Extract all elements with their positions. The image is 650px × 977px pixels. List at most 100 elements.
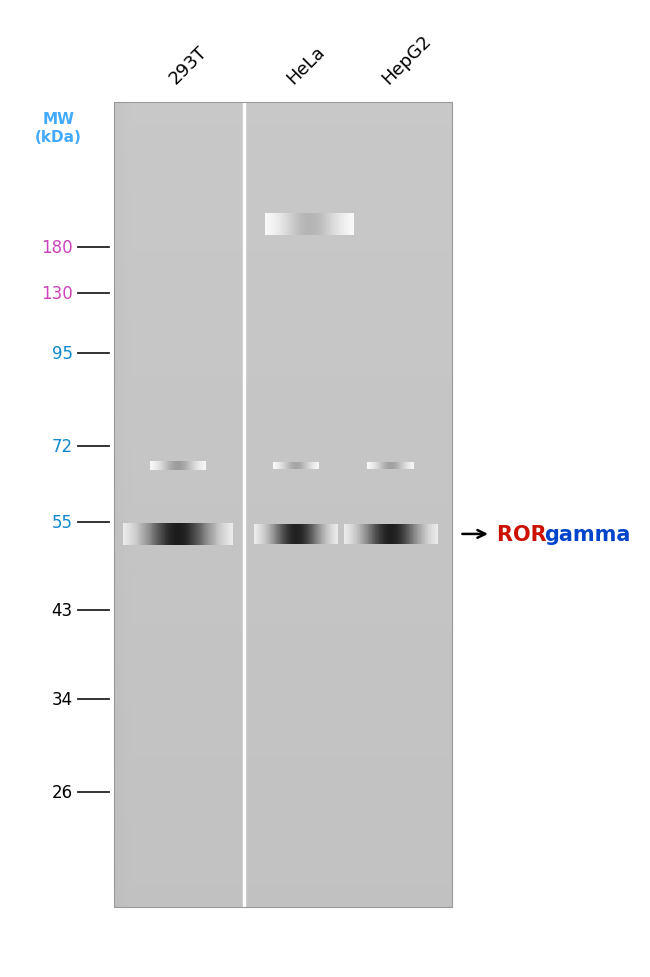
Bar bbox=[177, 523, 179, 545]
Bar bbox=[275, 214, 276, 235]
Bar bbox=[341, 214, 342, 235]
Text: 34: 34 bbox=[52, 690, 73, 708]
Bar bbox=[127, 523, 128, 545]
Bar bbox=[265, 214, 266, 235]
Bar bbox=[417, 524, 418, 544]
Bar bbox=[156, 523, 157, 545]
Bar bbox=[349, 214, 350, 235]
Bar bbox=[436, 524, 437, 544]
Bar bbox=[298, 525, 299, 544]
Bar bbox=[351, 524, 352, 544]
Bar bbox=[180, 523, 181, 545]
Bar bbox=[316, 214, 317, 235]
Bar bbox=[222, 523, 223, 545]
Bar bbox=[323, 525, 324, 544]
Bar bbox=[204, 523, 205, 545]
Bar bbox=[338, 525, 339, 544]
Bar bbox=[388, 524, 389, 544]
Bar bbox=[269, 214, 270, 235]
Bar bbox=[314, 214, 315, 235]
Bar bbox=[345, 214, 346, 235]
Bar bbox=[272, 525, 273, 544]
Bar bbox=[415, 524, 416, 544]
Bar bbox=[297, 214, 298, 235]
Bar bbox=[309, 525, 310, 544]
Bar bbox=[347, 524, 348, 544]
Bar bbox=[275, 525, 276, 544]
Bar bbox=[270, 214, 272, 235]
Bar bbox=[315, 525, 316, 544]
Bar bbox=[153, 523, 154, 545]
Bar bbox=[143, 523, 144, 545]
Bar bbox=[159, 523, 160, 545]
Bar bbox=[268, 214, 269, 235]
Bar bbox=[128, 523, 129, 545]
Bar bbox=[336, 525, 337, 544]
Bar bbox=[310, 214, 311, 235]
Bar bbox=[392, 524, 393, 544]
Bar bbox=[290, 214, 291, 235]
Bar bbox=[301, 214, 302, 235]
Bar bbox=[214, 523, 216, 545]
Bar bbox=[291, 214, 292, 235]
Bar bbox=[403, 524, 404, 544]
Bar bbox=[379, 524, 380, 544]
Bar bbox=[318, 525, 319, 544]
Bar bbox=[169, 523, 170, 545]
Bar bbox=[326, 525, 327, 544]
Bar bbox=[270, 525, 271, 544]
Bar bbox=[255, 525, 256, 544]
Bar bbox=[292, 525, 293, 544]
Bar bbox=[337, 525, 338, 544]
Bar bbox=[399, 524, 400, 544]
Bar bbox=[382, 524, 383, 544]
Bar bbox=[220, 523, 221, 545]
Bar bbox=[333, 525, 334, 544]
Bar bbox=[305, 525, 306, 544]
Bar bbox=[283, 525, 284, 544]
Bar bbox=[292, 214, 293, 235]
Bar bbox=[195, 523, 196, 545]
Bar bbox=[209, 523, 210, 545]
Bar bbox=[426, 524, 427, 544]
Text: 72: 72 bbox=[52, 438, 73, 455]
Bar bbox=[308, 525, 309, 544]
Bar bbox=[272, 214, 273, 235]
Bar bbox=[179, 523, 180, 545]
Bar bbox=[256, 525, 257, 544]
Bar bbox=[385, 524, 387, 544]
Bar bbox=[136, 523, 138, 545]
Bar bbox=[167, 523, 168, 545]
Bar bbox=[261, 525, 262, 544]
Bar bbox=[280, 525, 281, 544]
Bar bbox=[175, 523, 176, 545]
Bar bbox=[435, 524, 436, 544]
Bar bbox=[334, 214, 335, 235]
Bar bbox=[201, 523, 202, 545]
Bar bbox=[146, 523, 147, 545]
Bar bbox=[343, 214, 344, 235]
Bar bbox=[346, 524, 347, 544]
Bar bbox=[311, 214, 313, 235]
Bar bbox=[131, 523, 132, 545]
Bar bbox=[315, 214, 316, 235]
Bar bbox=[279, 214, 280, 235]
Bar bbox=[390, 524, 391, 544]
Bar bbox=[229, 523, 230, 545]
Bar bbox=[427, 524, 428, 544]
Bar bbox=[394, 524, 395, 544]
Bar bbox=[294, 214, 295, 235]
Bar bbox=[304, 525, 305, 544]
Bar bbox=[322, 214, 323, 235]
Bar bbox=[350, 214, 351, 235]
Bar bbox=[409, 524, 410, 544]
Bar bbox=[273, 214, 274, 235]
Bar bbox=[284, 525, 285, 544]
Bar bbox=[287, 214, 288, 235]
Bar bbox=[267, 214, 268, 235]
Bar bbox=[298, 214, 299, 235]
Bar bbox=[406, 524, 407, 544]
Bar bbox=[173, 523, 174, 545]
Bar bbox=[352, 524, 354, 544]
Bar bbox=[319, 525, 320, 544]
